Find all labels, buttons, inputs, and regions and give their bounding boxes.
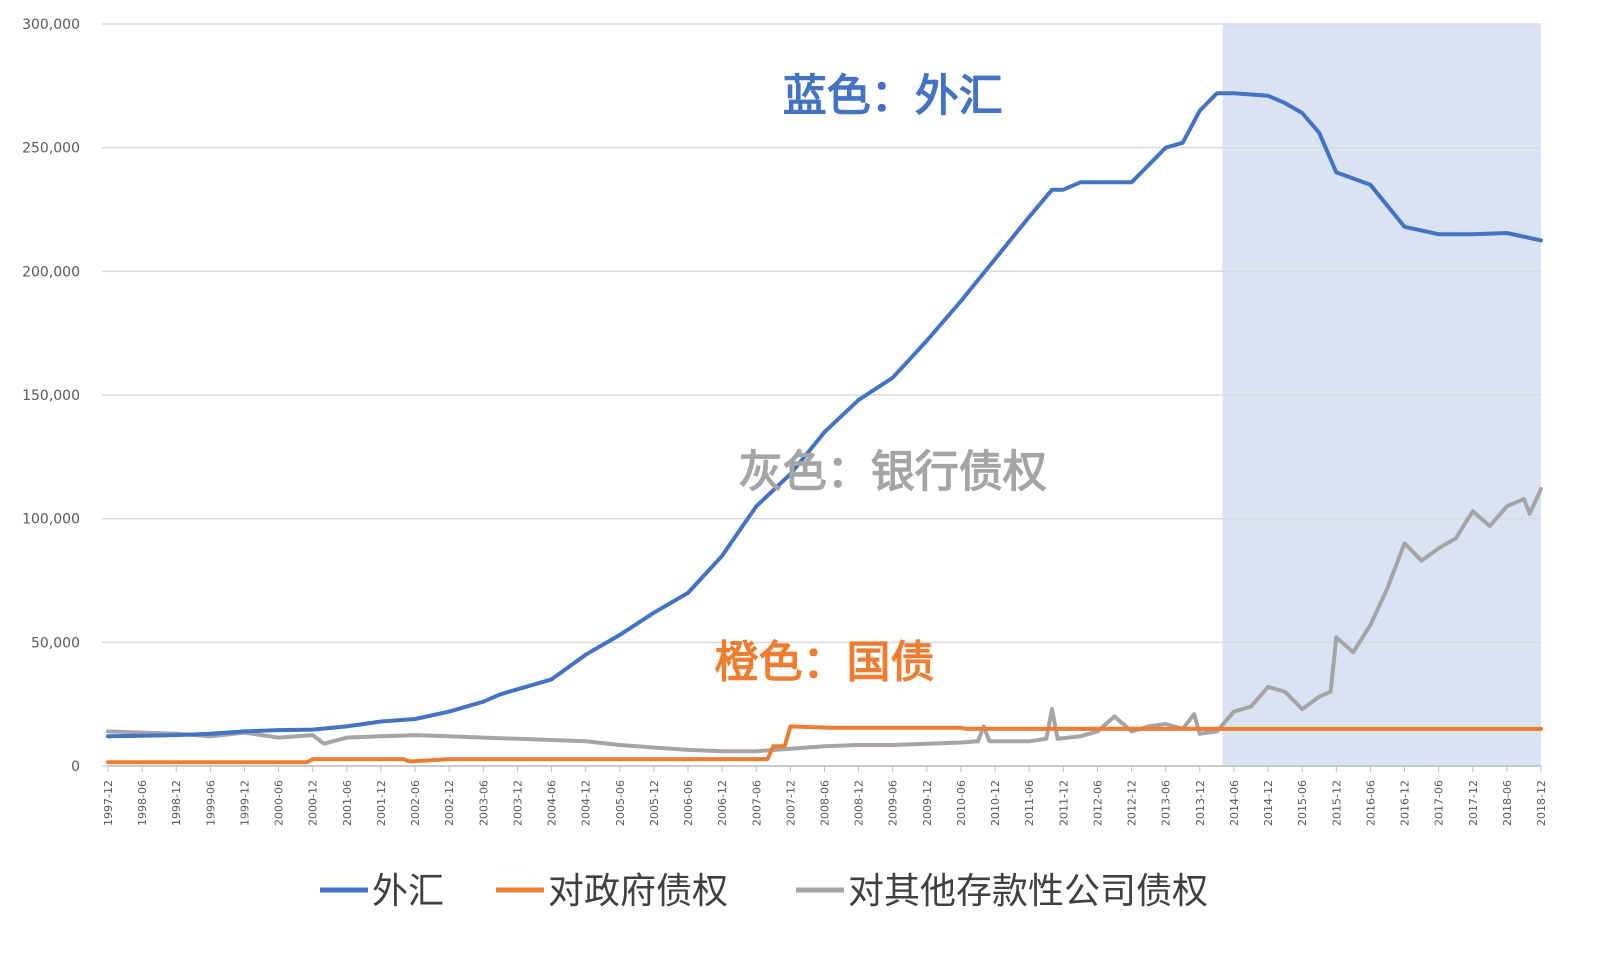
y-tick-label: 0 — [71, 759, 80, 775]
x-tick-label: 1998-06 — [136, 780, 149, 826]
x-tick-label: 2015-06 — [1296, 780, 1309, 826]
x-tick-label: 2000-06 — [273, 780, 286, 826]
x-tick-label: 2013-12 — [1194, 780, 1207, 826]
annotation-label: 橙色：国债 — [715, 637, 935, 688]
x-tick-label: 2000-12 — [307, 780, 320, 826]
x-tick-label: 2005-06 — [614, 780, 627, 826]
x-tick-label: 2007-06 — [750, 780, 763, 826]
x-tick-label: 2015-12 — [1330, 780, 1343, 826]
x-tick-label: 2018-12 — [1535, 780, 1548, 826]
annotation-label: 灰色：银行债权 — [739, 447, 1047, 498]
y-axis-ticks: 300,000 250,000 200,000 150,000 100,000 50,00… — [22, 17, 80, 775]
x-tick-label: 2007-12 — [784, 780, 797, 826]
x-tick-label: 2010-12 — [989, 780, 1002, 826]
x-tick-label: 2012-12 — [1126, 780, 1139, 826]
x-tick-label: 1999-06 — [204, 780, 217, 826]
series-line-2 — [106, 487, 1543, 754]
x-tick-label: 2014-12 — [1262, 780, 1275, 826]
x-tick-label: 2002-06 — [409, 780, 422, 826]
x-tick-label: 1998-12 — [170, 780, 183, 826]
x-tick-label: 2011-06 — [1023, 780, 1036, 826]
legend: 外汇 对政府债权 对其他存款性公司债权 — [320, 871, 1208, 912]
annotation-label: 蓝色：外汇 — [783, 71, 1003, 122]
legend-label: 对政府债权 — [548, 871, 728, 912]
x-tick-label: 2001-12 — [375, 780, 388, 826]
x-tick-label: 2002-12 — [443, 780, 456, 826]
x-tick-label: 2008-12 — [853, 780, 866, 826]
x-tick-label: 2017-12 — [1467, 780, 1480, 826]
x-tick-label: 2009-06 — [887, 780, 900, 826]
x-tick-label: 2016-12 — [1399, 780, 1412, 826]
x-tick-label: 2016-06 — [1364, 780, 1377, 826]
x-axis-ticks: 1997-12 1998-06 1998-12 1999-06 1999-12 2000-… — [102, 765, 1548, 826]
x-tick-label: 1999-12 — [238, 780, 251, 826]
y-tick-label: 300,000 — [22, 17, 80, 33]
x-tick-label: 2009-12 — [921, 780, 934, 826]
series-lines — [106, 91, 1543, 765]
series-line-0 — [106, 91, 1543, 739]
y-tick-label: 50,000 — [31, 635, 80, 651]
legend-label: 对其他存款性公司债权 — [848, 871, 1208, 912]
x-tick-label: 2011-12 — [1057, 780, 1070, 826]
y-tick-label: 100,000 — [22, 512, 80, 528]
x-tick-label: 2005-12 — [648, 780, 661, 826]
x-tick-label: 2006-12 — [716, 780, 729, 826]
x-tick-label: 2006-06 — [682, 780, 695, 826]
y-tick-label: 250,000 — [22, 141, 80, 157]
y-tick-label: 150,000 — [22, 388, 80, 404]
x-tick-label: 1997-12 — [102, 780, 115, 826]
x-tick-label: 2013-06 — [1160, 780, 1173, 826]
series-line-1 — [106, 724, 1543, 765]
x-tick-label: 2008-06 — [819, 780, 832, 826]
x-tick-label: 2010-06 — [955, 780, 968, 826]
x-tick-label: 2004-12 — [580, 780, 593, 826]
x-tick-label: 2001-06 — [341, 780, 354, 826]
legend-label: 外汇 — [372, 871, 444, 912]
y-tick-label: 200,000 — [22, 264, 80, 280]
x-tick-label: 2012-06 — [1091, 780, 1104, 826]
x-tick-label: 2003-12 — [511, 780, 524, 826]
x-tick-label: 2018-06 — [1501, 780, 1514, 826]
x-tick-label: 2004-06 — [546, 780, 559, 826]
x-tick-label: 2014-06 — [1228, 780, 1241, 826]
x-tick-label: 2003-06 — [477, 780, 490, 826]
x-tick-label: 2017-06 — [1433, 780, 1446, 826]
